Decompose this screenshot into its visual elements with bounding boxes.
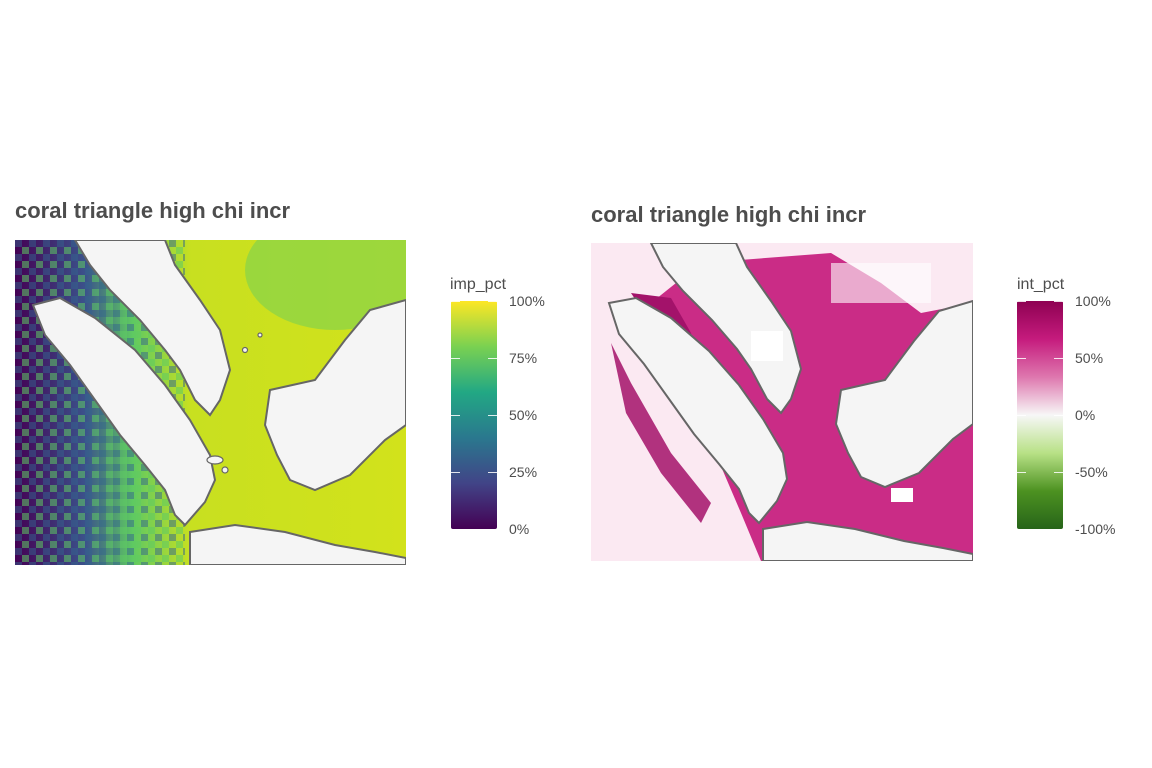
legend-tick-mark — [451, 358, 460, 359]
left-island — [257, 332, 263, 338]
left-island — [241, 346, 249, 354]
legend-tick-mark — [1054, 415, 1063, 416]
legend-tick-mark — [1017, 301, 1026, 302]
legend-tick-label: 0% — [1075, 407, 1096, 423]
right-legend-title: int_pct — [1017, 276, 1065, 293]
right-nodata-patch — [751, 331, 783, 361]
right-sea-west-coast — [611, 343, 711, 523]
left-island — [221, 466, 229, 474]
legend-tick-mark — [1017, 415, 1026, 416]
left-land-peninsula — [73, 240, 232, 417]
left-legend-title: imp_pct — [450, 276, 507, 293]
left-map-svg — [15, 240, 406, 565]
left-panel-title: coral triangle high chi incr — [15, 198, 291, 223]
right-panel-title: coral triangle high chi incr — [591, 202, 867, 227]
left-island — [206, 455, 224, 465]
right-map-svg — [591, 243, 973, 561]
legend-tick-mark — [488, 358, 497, 359]
legend-tick-label: -50% — [1075, 464, 1108, 480]
right-land-borneo — [834, 299, 973, 489]
legend-tick-label: 0% — [509, 521, 530, 537]
legend-tick-mark — [488, 472, 497, 473]
legend-tick-mark — [451, 529, 460, 530]
legend-tick-label: 25% — [509, 464, 538, 480]
legend-tick-mark — [1017, 529, 1026, 530]
legend-tick-label: 50% — [1075, 350, 1104, 366]
right-map[interactable] — [591, 243, 973, 561]
left-sea-northeast — [245, 240, 406, 330]
right-nodata-patch — [831, 263, 931, 303]
left-land-borneo — [263, 298, 406, 492]
legend-tick-mark — [451, 415, 460, 416]
left-map[interactable] — [15, 240, 406, 565]
left-land-java — [189, 523, 406, 565]
right-land-sumatra — [607, 296, 789, 525]
legend-tick-mark — [451, 301, 460, 302]
right-land-peninsula — [649, 243, 803, 415]
legend-tick-mark — [451, 472, 460, 473]
legend-tick-mark — [488, 301, 497, 302]
right-nodata-patch — [891, 488, 913, 502]
legend-tick-mark — [488, 529, 497, 530]
legend-tick-mark — [1054, 472, 1063, 473]
legend-tick-mark — [1017, 358, 1026, 359]
legend-tick-mark — [1054, 529, 1063, 530]
right-land-java — [762, 520, 973, 561]
legend-tick-label: 50% — [509, 407, 538, 423]
legend-tick-mark — [1054, 301, 1063, 302]
legend-tick-label: 75% — [509, 350, 538, 366]
left-land-sumatra — [31, 296, 217, 527]
legend-tick-mark — [488, 415, 497, 416]
legend-tick-mark — [1054, 358, 1063, 359]
legend-tick-label: 100% — [1075, 293, 1111, 309]
legend-tick-label: 100% — [509, 293, 545, 309]
legend-tick-mark — [1017, 472, 1026, 473]
legend-tick-label: -100% — [1075, 521, 1116, 537]
